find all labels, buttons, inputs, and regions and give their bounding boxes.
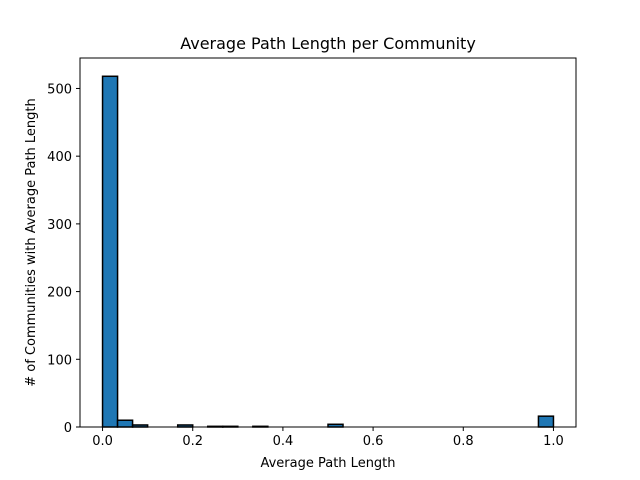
histogram-bar-1 bbox=[116, 419, 134, 428]
y-axis-ticks: 0 100 200 300 400 500 bbox=[47, 82, 80, 436]
x-tick-label: 0.4 bbox=[273, 434, 294, 449]
y-tick-label: 0 bbox=[64, 421, 72, 436]
x-tick-label: 0.6 bbox=[363, 434, 384, 449]
histogram-bar-0 bbox=[101, 75, 119, 428]
x-axis-ticks: 0.0 0.2 0.4 0.6 0.8 1.0 bbox=[92, 427, 564, 449]
x-tick-label: 0.2 bbox=[182, 434, 203, 449]
x-axis-label: Average Path Length bbox=[260, 456, 395, 471]
y-axis-label: # of Communities with Average Path Lengt… bbox=[24, 98, 39, 387]
y-tick-label: 200 bbox=[47, 286, 72, 301]
chart-title: Average Path Length per Community bbox=[180, 34, 476, 53]
y-tick-label: 500 bbox=[47, 82, 72, 97]
x-tick-label: 0.0 bbox=[92, 434, 113, 449]
y-tick-label: 400 bbox=[47, 150, 72, 165]
x-tick-label: 0.8 bbox=[453, 434, 474, 449]
y-tick-label: 100 bbox=[47, 353, 72, 368]
histogram-bar-29 bbox=[537, 415, 555, 428]
plot-frame bbox=[79, 57, 577, 428]
y-tick-label: 300 bbox=[47, 218, 72, 233]
x-tick-label: 1.0 bbox=[543, 434, 564, 449]
